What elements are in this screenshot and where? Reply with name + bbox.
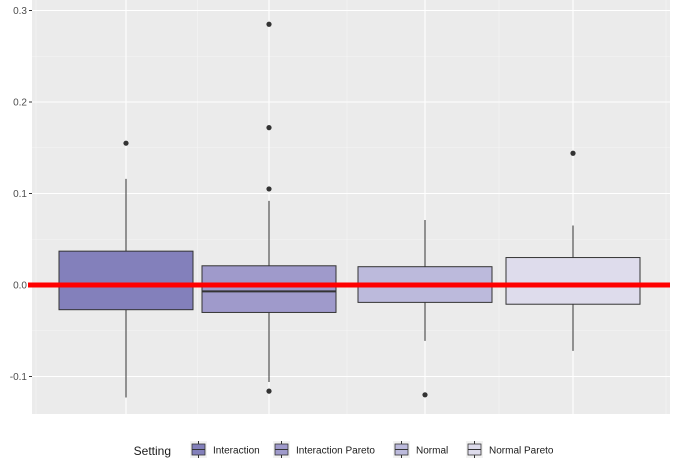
y-axis-ticks — [29, 10, 32, 377]
y-tick-label: 0.2 — [13, 98, 27, 109]
legend-label: Normal Pareto — [489, 446, 554, 457]
outlier-point — [266, 21, 272, 27]
y-tick-label: 0.0 — [13, 281, 27, 292]
legend-title: Setting — [134, 444, 171, 458]
legend-key: Interaction — [190, 441, 260, 458]
legend-key: Normal — [393, 441, 448, 458]
legend-label: Interaction Pareto — [296, 446, 375, 457]
outlier-point — [422, 392, 428, 398]
legend-label: Normal — [416, 446, 448, 457]
outlier-point — [570, 150, 576, 156]
outlier-point — [266, 388, 272, 394]
legend: Setting Interaction Interaction Pareto Nor… — [134, 441, 554, 458]
box-iqr — [58, 250, 194, 311]
y-tick-label: 0.1 — [13, 189, 27, 200]
legend-key: Interaction Pareto — [273, 441, 375, 458]
box-iqr — [201, 265, 337, 313]
legend-key: Normal Pareto — [466, 441, 554, 458]
y-tick-label: -0.1 — [10, 372, 28, 383]
box-iqr — [505, 257, 641, 305]
grid-minor — [32, 0, 670, 414]
box-interaction-pareto — [201, 21, 337, 394]
box-normal-pareto — [505, 150, 641, 351]
legend-label: Interaction — [213, 446, 260, 457]
y-tick-label: 0.3 — [13, 6, 27, 17]
outlier-point — [266, 186, 272, 192]
outlier-point — [266, 125, 272, 131]
outlier-point — [123, 140, 129, 146]
panel-background — [32, 0, 670, 414]
y-axis-tick-labels: 0.3 0.2 0.1 0.0 -0.1 — [10, 6, 28, 383]
